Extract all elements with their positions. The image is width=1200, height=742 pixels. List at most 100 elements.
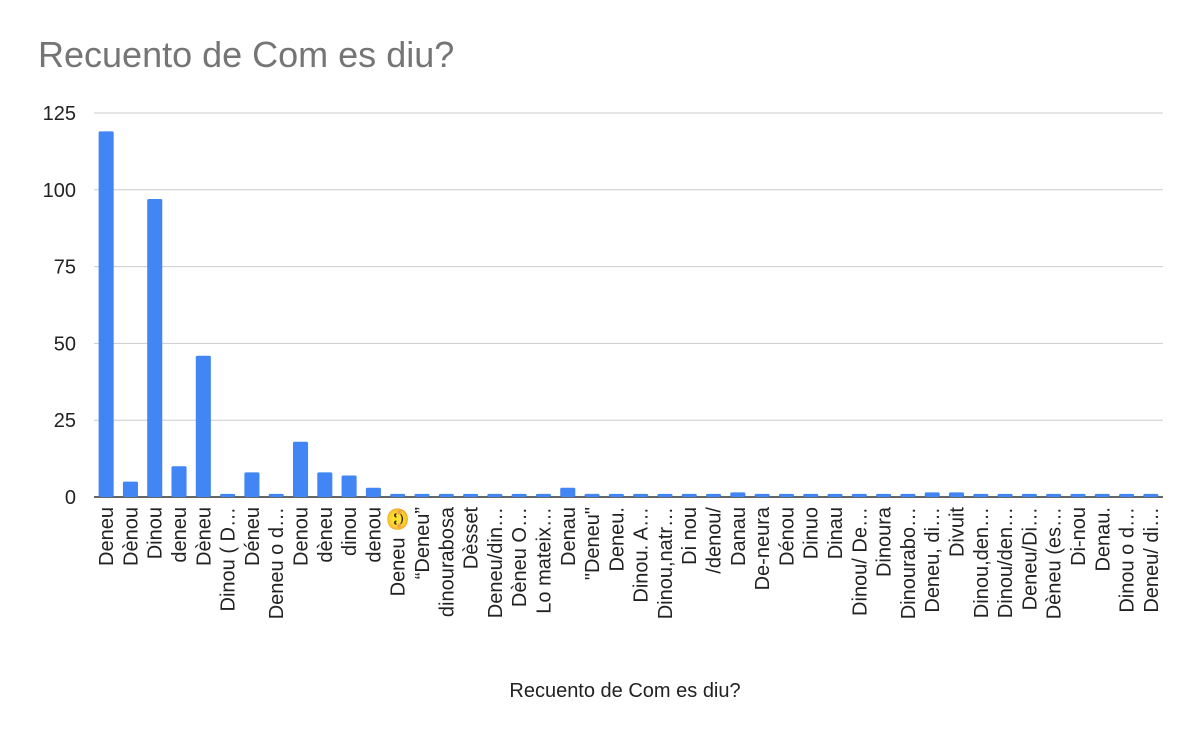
bar bbox=[147, 199, 163, 498]
bar bbox=[1094, 493, 1110, 497]
bar bbox=[1143, 493, 1159, 497]
bar bbox=[195, 355, 211, 497]
bar bbox=[1046, 493, 1062, 497]
x-tick-label: Deneu/din… bbox=[485, 507, 507, 618]
x-tick-label: Dinou. A… bbox=[631, 507, 653, 603]
x-tick-label: "Deneu" bbox=[582, 507, 604, 580]
x-tick-label: Deneu 😊 bbox=[387, 507, 410, 596]
y-tick-label: 75 bbox=[54, 257, 76, 279]
bar bbox=[244, 472, 260, 497]
y-tick-label: 25 bbox=[54, 410, 76, 432]
y-tick-label: 0 bbox=[65, 487, 76, 509]
bar bbox=[220, 493, 236, 497]
x-tick-label: Dinuo bbox=[801, 507, 823, 559]
x-tick-label: Deneu/Di… bbox=[1019, 507, 1041, 610]
x-tick-label: Denau. bbox=[1092, 507, 1114, 572]
x-tick-label: Deneu bbox=[96, 507, 118, 566]
bar bbox=[487, 493, 503, 497]
bar bbox=[438, 493, 454, 497]
x-tick-label: Dinoura bbox=[874, 506, 896, 577]
y-tick-label: 125 bbox=[43, 103, 76, 125]
bar bbox=[681, 493, 697, 497]
bar bbox=[730, 492, 746, 497]
x-tick-label: Lo mateix… bbox=[533, 507, 555, 614]
bar bbox=[414, 493, 430, 497]
bar bbox=[876, 493, 892, 497]
x-tick-label: “Deneu” bbox=[412, 507, 434, 579]
y-tick-label: 50 bbox=[54, 333, 76, 355]
bar bbox=[511, 493, 527, 497]
bar bbox=[924, 492, 940, 497]
bar bbox=[463, 493, 479, 497]
bar bbox=[973, 493, 989, 497]
y-axis-ticks: 0 25 50 75 100 125 bbox=[43, 103, 76, 509]
x-tick-label: Di-nou bbox=[1068, 507, 1090, 566]
x-tick-label: Dèneu O… bbox=[509, 507, 531, 607]
x-tick-label: Deneu o d… bbox=[266, 507, 288, 619]
bar bbox=[171, 466, 187, 497]
bar bbox=[365, 487, 381, 497]
x-tick-label: Danau bbox=[728, 507, 750, 566]
bar bbox=[997, 493, 1013, 497]
bar bbox=[827, 493, 843, 497]
x-tick-label: Déneu bbox=[242, 507, 264, 566]
bar bbox=[778, 493, 794, 497]
bar bbox=[341, 475, 357, 497]
bar bbox=[292, 441, 309, 497]
x-tick-label: Divuit bbox=[946, 507, 968, 557]
bar bbox=[317, 472, 333, 497]
x-tick-label: Deneu. bbox=[606, 507, 628, 572]
x-tick-label: Denou bbox=[291, 507, 313, 566]
x-tick-label: Dènou bbox=[120, 507, 142, 566]
bar bbox=[98, 131, 114, 497]
x-axis-ticks: Deneu Dènou Dinou deneu Dèneu Dinou ( D… Déneu… bbox=[96, 506, 1163, 619]
x-tick-label: Dinou/den… bbox=[995, 507, 1017, 618]
x-tick-label: deneu bbox=[169, 507, 191, 563]
x-tick-label: dinourabosa bbox=[436, 506, 458, 617]
bar bbox=[1021, 493, 1037, 497]
bar bbox=[1070, 493, 1086, 497]
x-tick-label: Dinou o d… bbox=[1117, 507, 1139, 613]
x-tick-label: Di nou bbox=[679, 507, 701, 565]
x-tick-label: /denou/ bbox=[704, 507, 726, 574]
x-tick-label: Dèsset bbox=[461, 507, 483, 570]
x-tick-label: Dinourabo… bbox=[898, 507, 920, 619]
x-tick-label: Deneu, di… bbox=[922, 507, 944, 613]
x-tick-label: Dénou bbox=[776, 507, 798, 566]
bar bbox=[706, 493, 722, 497]
x-tick-label: Dinou,natr… bbox=[655, 507, 677, 619]
bar bbox=[851, 493, 867, 497]
x-tick-label: dinou bbox=[339, 507, 361, 556]
x-tick-label: Dinou,den… bbox=[971, 507, 993, 618]
bar bbox=[1119, 493, 1135, 497]
x-tick-label: dèneu bbox=[315, 507, 337, 563]
x-tick-label: Dinau bbox=[825, 507, 847, 559]
bars bbox=[98, 131, 1159, 498]
bar bbox=[900, 493, 916, 497]
bar bbox=[560, 487, 576, 497]
x-tick-label: Dèneu (es… bbox=[1044, 507, 1066, 619]
gridlines bbox=[94, 112, 1163, 498]
bar bbox=[584, 493, 600, 497]
bar bbox=[754, 493, 770, 497]
bar bbox=[390, 493, 406, 497]
bar bbox=[608, 493, 624, 497]
x-tick-label: Deneu/ di… bbox=[1141, 507, 1163, 613]
x-axis-title: Recuento de Com es diu? bbox=[509, 680, 741, 702]
bar bbox=[268, 493, 284, 497]
chart-title: Recuento de Com es diu? bbox=[38, 34, 455, 75]
bar bbox=[803, 493, 819, 497]
bar bbox=[633, 493, 649, 497]
bar bbox=[948, 492, 965, 497]
y-tick-label: 100 bbox=[43, 180, 76, 202]
bar bbox=[657, 493, 673, 497]
bar bbox=[535, 493, 551, 497]
x-tick-label: denou bbox=[363, 507, 385, 563]
x-tick-label: Dinou/ De… bbox=[849, 507, 871, 616]
x-tick-label: Denau bbox=[558, 507, 580, 566]
x-tick-label: De-neura bbox=[752, 506, 774, 590]
bar bbox=[122, 481, 138, 497]
x-tick-label: Dinou ( D… bbox=[218, 507, 240, 611]
x-tick-label: Dinou bbox=[145, 507, 167, 559]
